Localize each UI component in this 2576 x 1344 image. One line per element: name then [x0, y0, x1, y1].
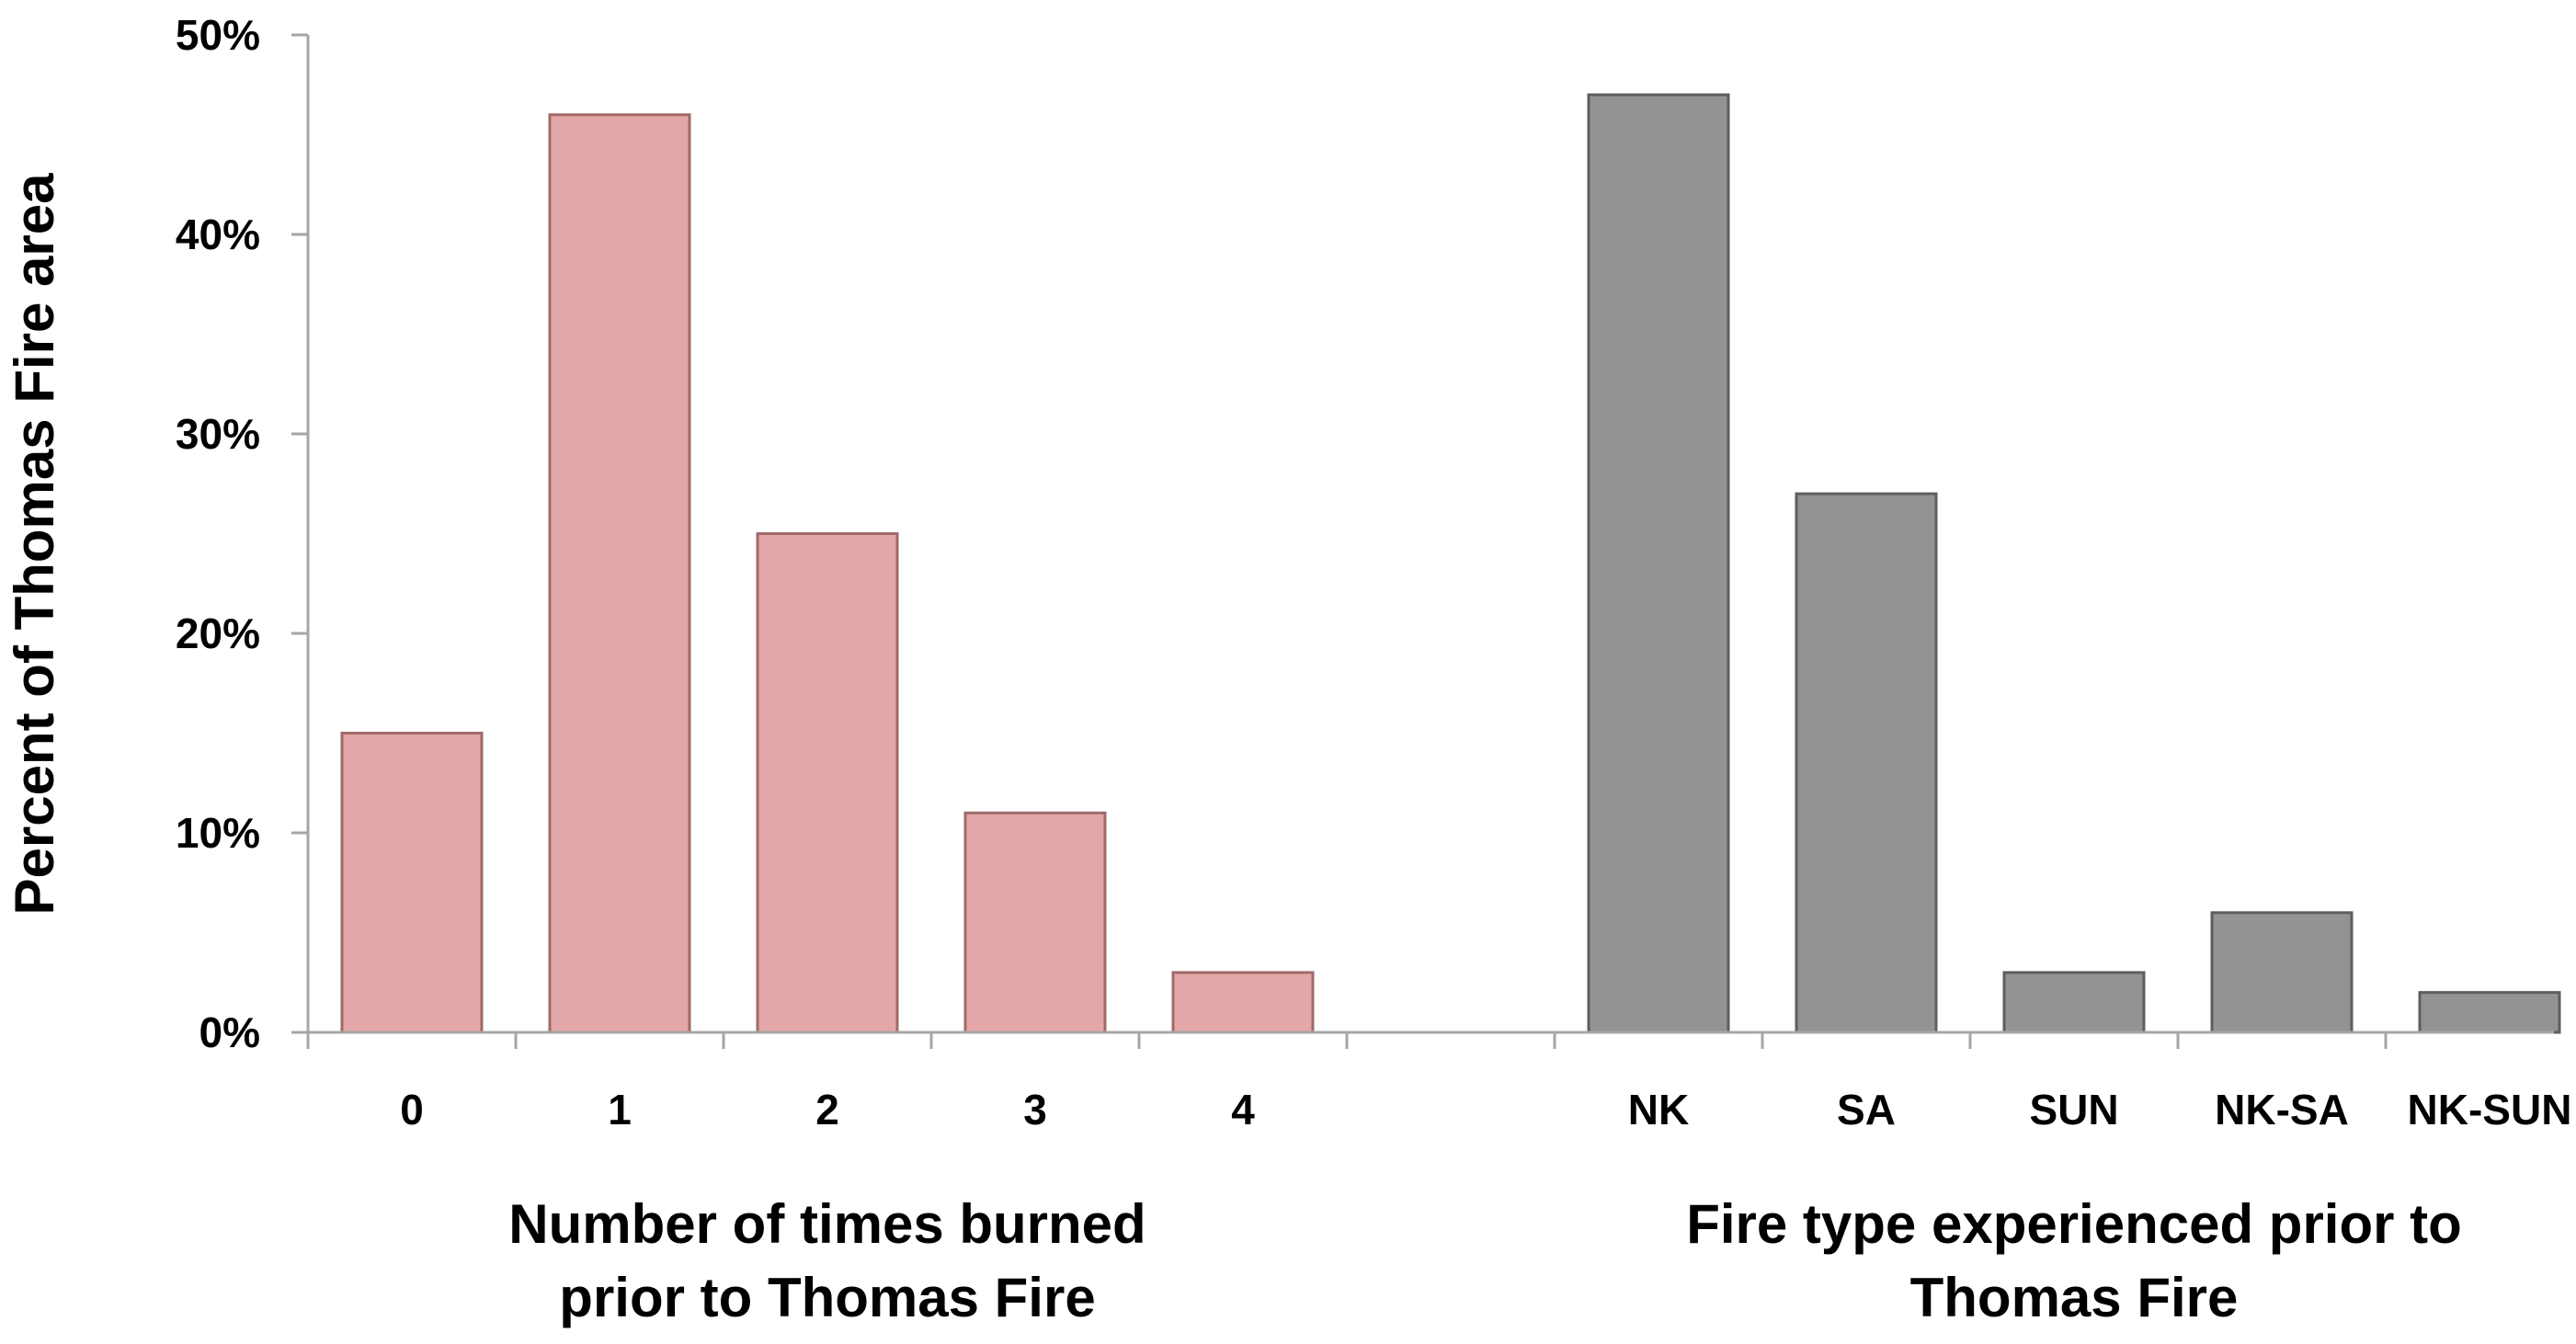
bar-times-burned-3 [963, 811, 1107, 1034]
bar-fire-type-sa [1795, 492, 1938, 1034]
y-tick-label: 40% [176, 211, 260, 258]
x-tick-label: NK [1628, 1086, 1689, 1133]
bar-times-burned-4 [1171, 971, 1315, 1034]
x-tick-label: 4 [1231, 1086, 1255, 1133]
x-tick-label: 1 [608, 1086, 632, 1133]
x-tick-label: SUN [2029, 1086, 2118, 1133]
bar-fire-type-nk-sun [2418, 991, 2561, 1034]
x-tick-label: 3 [1023, 1086, 1047, 1133]
group-title-line: Thomas Fire [1910, 1267, 2239, 1328]
y-axis-title-group: Percent of Thomas Fire area [4, 173, 65, 916]
group-title-line: Number of times burned [508, 1193, 1146, 1255]
group-title-line: prior to Thomas Fire [559, 1267, 1095, 1328]
bar-fire-type-sun [2002, 971, 2146, 1034]
y-tick-label: 20% [176, 609, 260, 657]
y-axis-title: Percent of Thomas Fire area [4, 173, 65, 916]
bar-times-burned-0 [340, 732, 484, 1034]
x-tick-labels: 0 1 2 3 4 NK SA SUN NK-SA NK-SUN [400, 1086, 2571, 1133]
group-titles: Number of times burned prior to Thomas Fi… [508, 1193, 2461, 1328]
y-tick-label: 50% [176, 11, 260, 59]
x-tick-label: 0 [400, 1086, 424, 1133]
y-axis: 0% 10% 20% 30% 40% 50% [176, 11, 310, 1056]
group-title-line: Fire type experienced prior to [1686, 1193, 2462, 1255]
bar-times-burned-1 [548, 113, 691, 1034]
y-tick-label: 30% [176, 410, 260, 458]
bar-fire-type-nk [1587, 93, 1730, 1034]
bars [340, 93, 2561, 1034]
x-tick-label: 2 [815, 1086, 839, 1133]
x-axis [306, 1031, 2554, 1049]
x-tick-label: NK-SUN [2408, 1086, 2572, 1133]
y-tick-label: 10% [176, 809, 260, 857]
x-tick-label: NK-SA [2215, 1086, 2349, 1133]
bar-times-burned-2 [756, 532, 899, 1034]
x-tick-label: SA [1837, 1086, 1896, 1133]
y-tick-label: 0% [199, 1008, 260, 1056]
bar-fire-type-nk-sa [2210, 911, 2354, 1034]
